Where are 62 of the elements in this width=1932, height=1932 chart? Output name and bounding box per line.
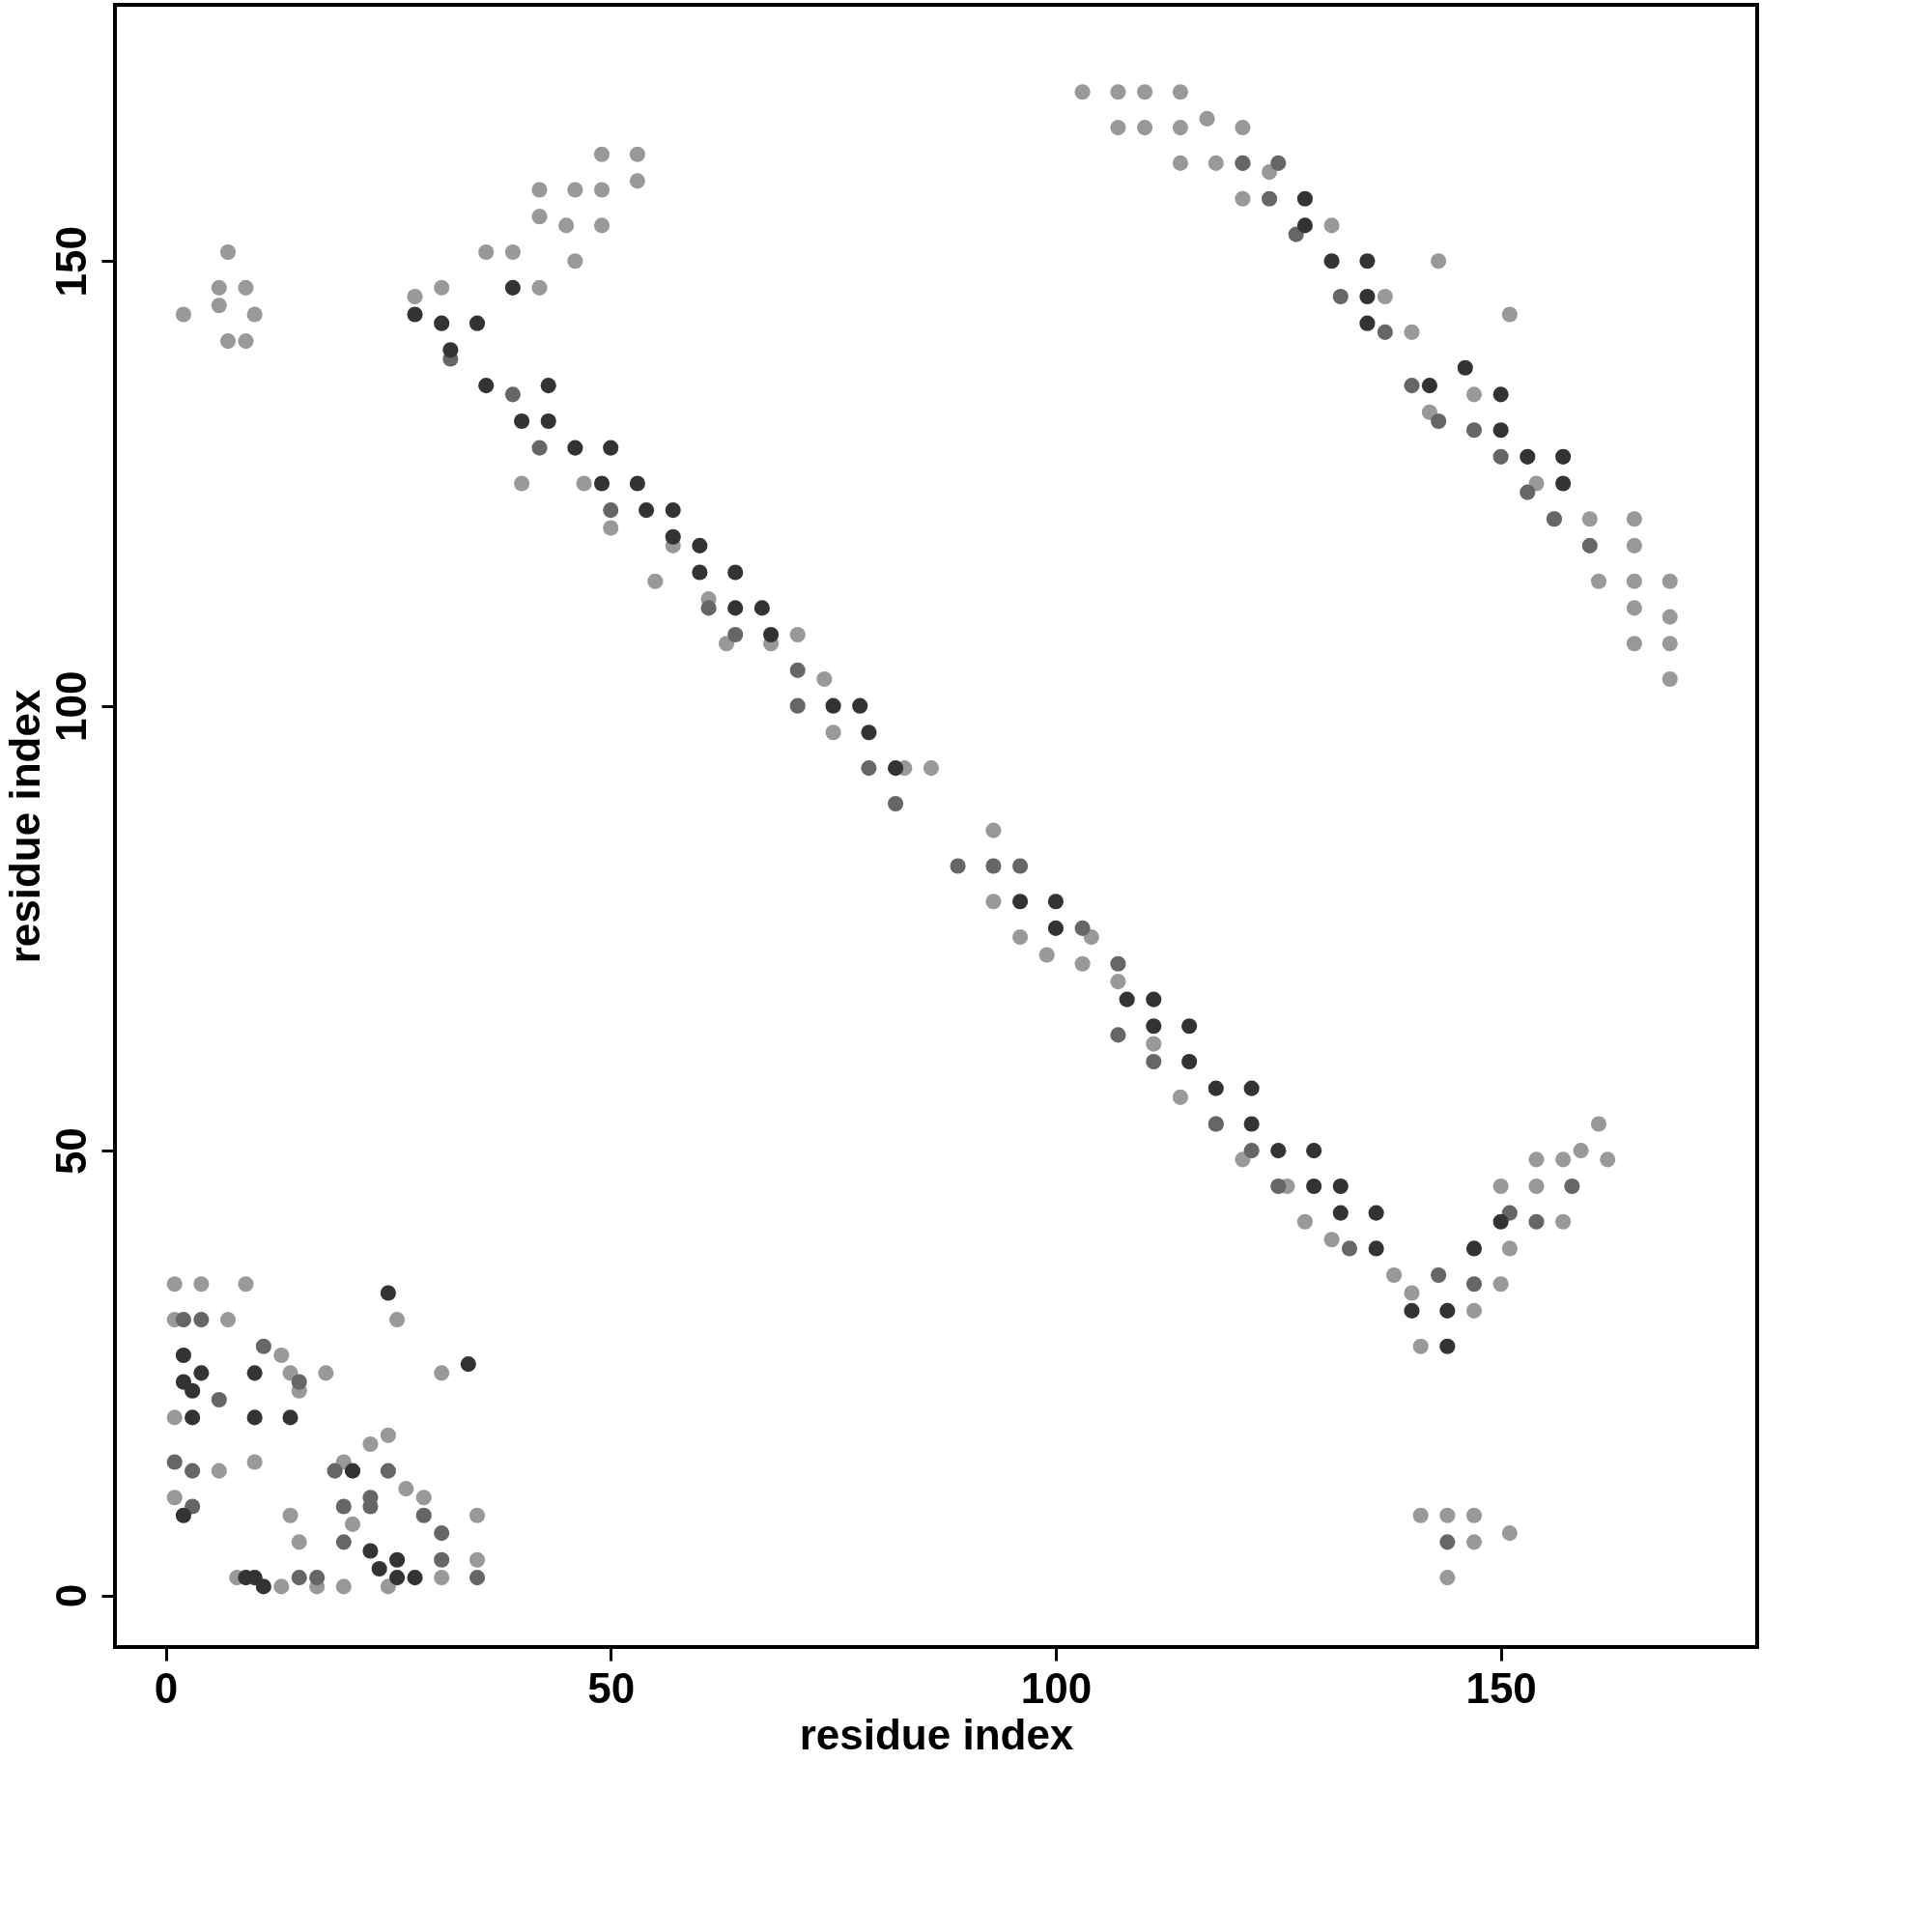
- point: [1520, 484, 1536, 500]
- point: [531, 440, 548, 456]
- point: [434, 1551, 450, 1568]
- point: [727, 626, 744, 643]
- point: [1074, 920, 1091, 936]
- point: [1110, 1027, 1126, 1043]
- point: [1439, 1534, 1456, 1550]
- point: [1110, 955, 1126, 972]
- point: [504, 386, 521, 403]
- point: [1270, 1178, 1287, 1195]
- y-tick-label: 100: [46, 670, 95, 742]
- point: [335, 1498, 352, 1515]
- point: [1492, 448, 1509, 465]
- point: [291, 1570, 307, 1586]
- point: [185, 1463, 201, 1479]
- point: [1012, 858, 1029, 874]
- point: [255, 1338, 271, 1354]
- point: [193, 1312, 210, 1328]
- point: [380, 1463, 396, 1479]
- point: [1404, 378, 1420, 394]
- point: [1431, 1267, 1447, 1284]
- point: [1270, 155, 1287, 171]
- point: [1332, 289, 1349, 305]
- point: [469, 1570, 486, 1586]
- point: [1465, 422, 1483, 439]
- point: [1528, 1213, 1545, 1230]
- point: [335, 1534, 352, 1550]
- point: [861, 760, 877, 777]
- x-tick-label: 100: [1020, 1663, 1093, 1712]
- point: [291, 1374, 307, 1390]
- point: [434, 1525, 450, 1542]
- point: [789, 662, 806, 678]
- point: [175, 1312, 192, 1328]
- point: [309, 1570, 326, 1586]
- point: [1341, 1240, 1358, 1257]
- x-tick-label: 50: [587, 1663, 636, 1712]
- y-tick-label: 50: [46, 1127, 95, 1176]
- point: [1377, 324, 1393, 340]
- x-axis-title: residue index: [799, 1710, 1074, 1758]
- point: [327, 1463, 343, 1479]
- point: [1465, 1276, 1483, 1293]
- y-axis-title: residue index: [0, 689, 48, 964]
- point: [1431, 412, 1447, 430]
- y-tick-label: 150: [46, 226, 95, 298]
- point: [166, 1454, 183, 1470]
- y-tick-label: 0: [46, 1583, 95, 1608]
- point: [1146, 1054, 1162, 1070]
- x-tick-label: 150: [1465, 1663, 1537, 1712]
- point: [950, 858, 966, 874]
- point: [789, 697, 806, 714]
- point: [700, 600, 717, 616]
- point: [1262, 190, 1278, 207]
- x-tick-label: 0: [154, 1663, 179, 1712]
- point: [603, 502, 619, 519]
- point: [888, 795, 904, 812]
- point: [211, 1391, 227, 1408]
- point: [415, 1507, 432, 1523]
- point: [985, 858, 1002, 874]
- point: [1501, 1205, 1518, 1221]
- point: [1564, 1178, 1580, 1195]
- point: [1243, 1143, 1260, 1159]
- point: [1581, 537, 1598, 554]
